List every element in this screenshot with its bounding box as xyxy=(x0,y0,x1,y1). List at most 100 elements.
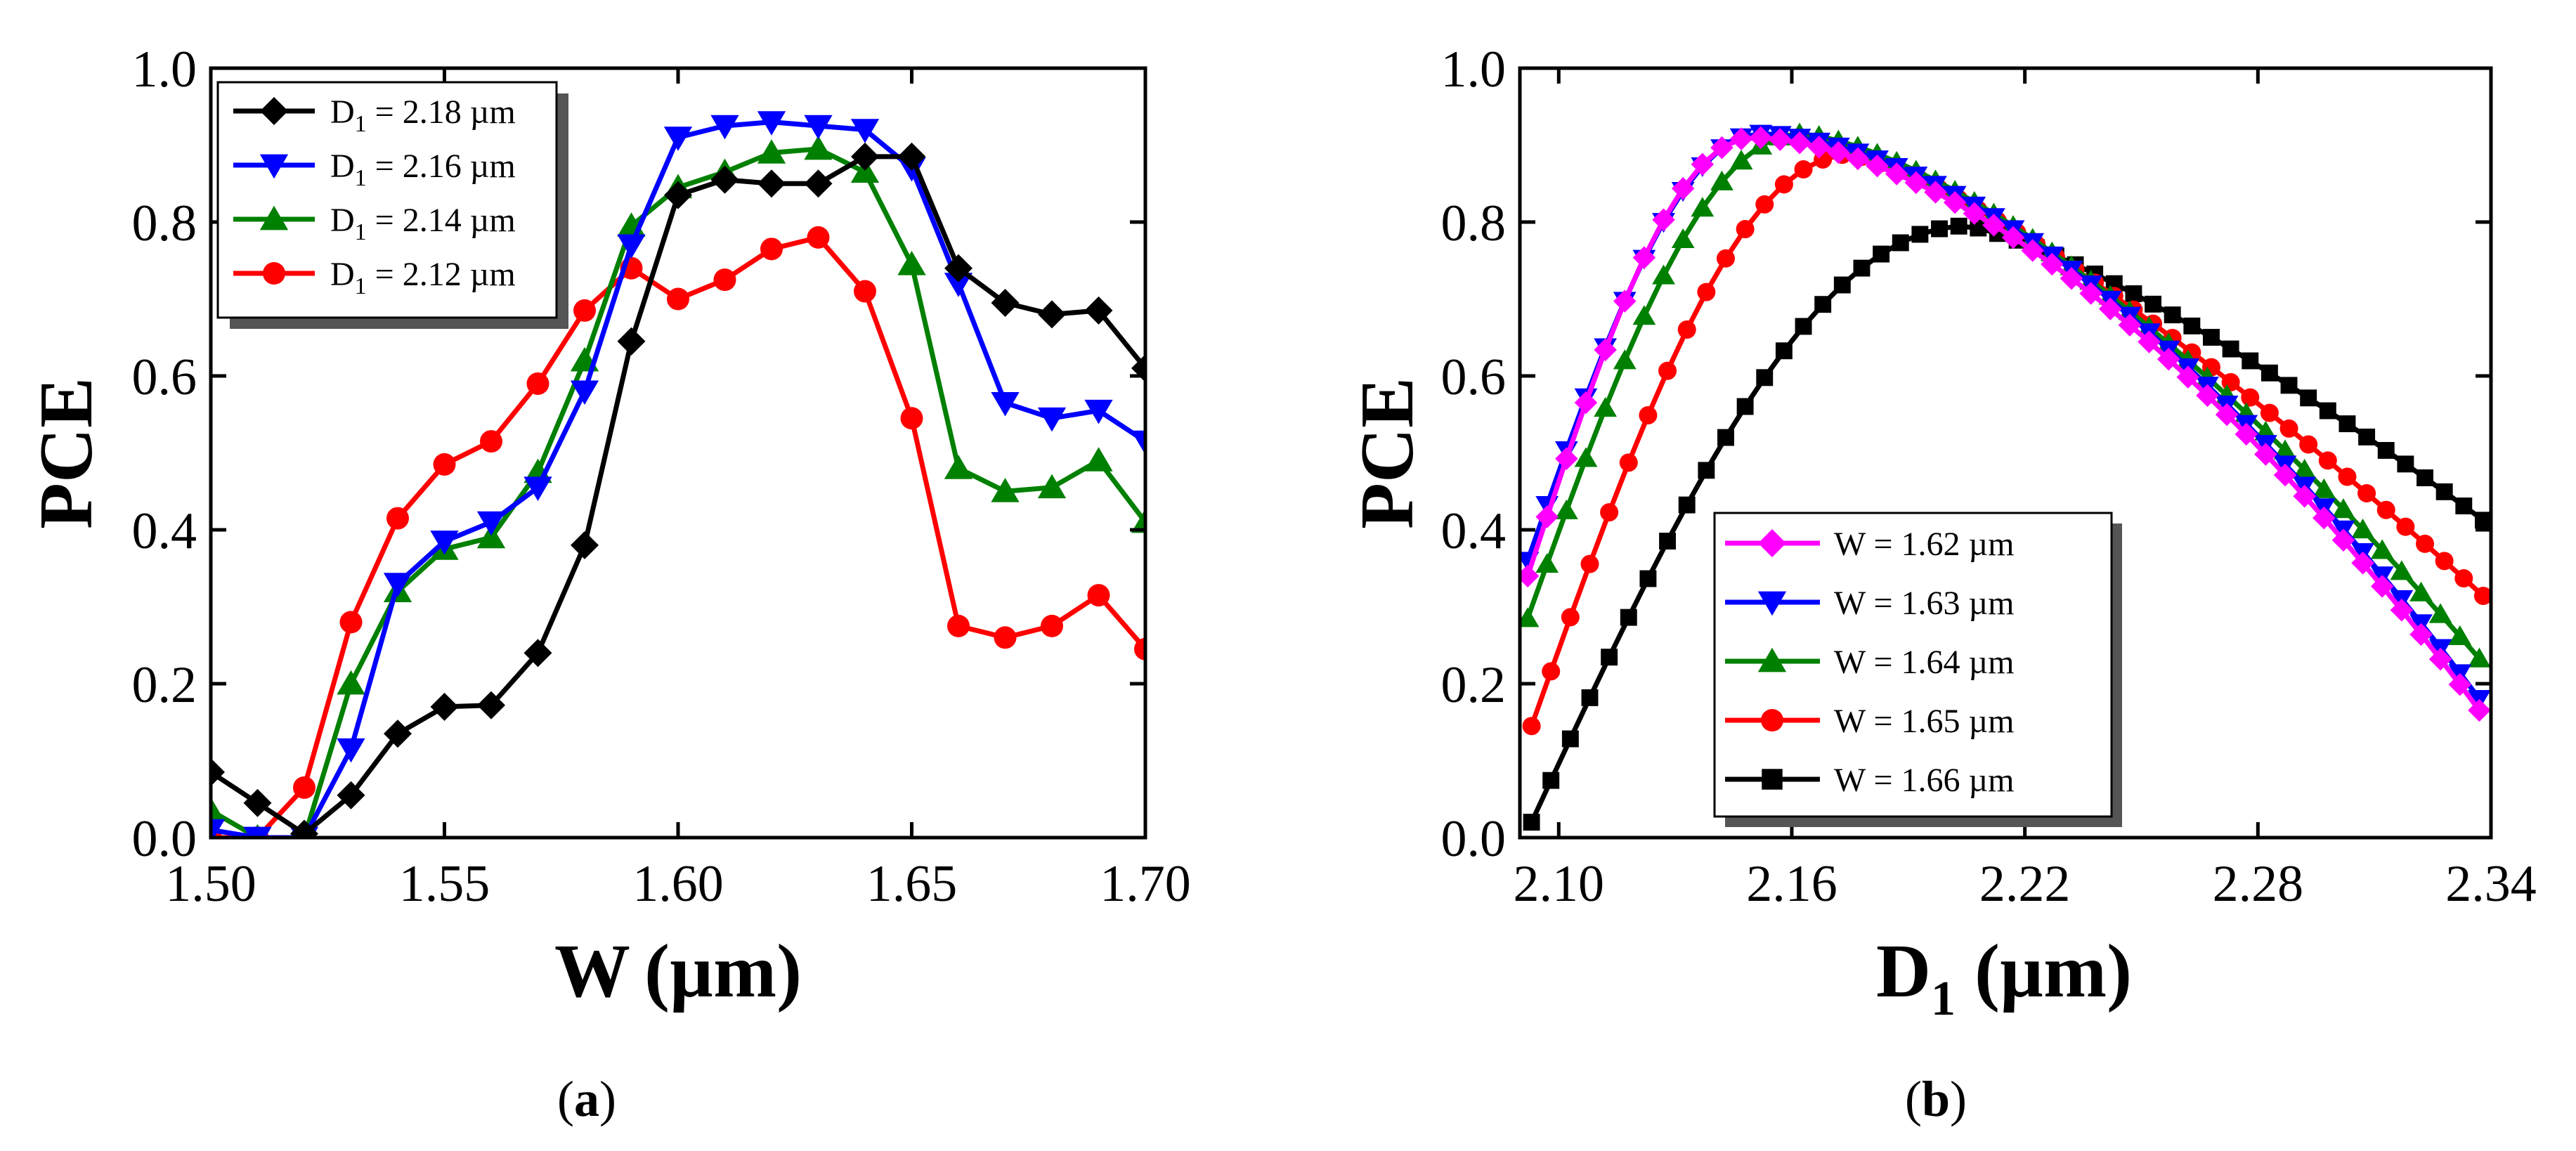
panel-a-data-point xyxy=(477,691,505,720)
panel-a-series-1 xyxy=(211,111,1145,838)
panel-b-data-point xyxy=(1581,689,1599,706)
panel-a-legend-label-rest: = 2.14 µm xyxy=(367,202,516,239)
panel-b-data-point xyxy=(1554,499,1578,519)
panel-b-data-point xyxy=(1911,226,1929,243)
panel-a-data-point xyxy=(757,139,786,164)
panel-b-data-point xyxy=(2242,352,2259,370)
panel-b-data-point xyxy=(2338,415,2356,433)
panel-b-data-point xyxy=(2318,451,2337,470)
panel-b-ylabel: PCE xyxy=(1346,377,1429,529)
panel-a-data-point xyxy=(897,142,926,171)
panel-a-data-point xyxy=(807,226,830,249)
panel-b-series-0 xyxy=(1520,126,2491,722)
panel-b-data-point xyxy=(2118,313,2142,337)
panel-b-xtick-label: 2.22 xyxy=(1979,855,2071,913)
panel-a-data-point xyxy=(944,273,973,297)
panel-b-data-point xyxy=(1866,154,1889,178)
panel-b-data-point xyxy=(1924,181,1947,204)
panel-a-axes: 1.50 1.55 1.60 1.65 1.70 0.0 0.2 0.4 0.6 0.8 1.0 xyxy=(132,41,1191,913)
panel-a-data-point xyxy=(339,611,363,634)
panel-b-data-point xyxy=(1522,717,1541,736)
panel-b-data-point xyxy=(2203,329,2220,346)
panel-a-data-point xyxy=(1084,447,1113,472)
panel-a-data-point xyxy=(1038,300,1066,329)
panel-b-data-point xyxy=(2235,422,2258,446)
panel-a-data-point xyxy=(480,430,502,453)
panel-b-ytick-label: 1.0 xyxy=(1441,41,1507,98)
panel-b-data-point xyxy=(1904,171,1928,195)
panel-b-data-point xyxy=(2435,552,2454,571)
panel-b-data-point xyxy=(2001,226,2025,249)
panel-a-data-point xyxy=(900,407,923,430)
panel-b-data-point xyxy=(1892,234,1909,252)
panel-a-legend-label-main: D xyxy=(330,202,355,239)
panel-b-data-point xyxy=(2280,377,2298,394)
panel-a-data-point xyxy=(430,692,459,721)
panel-b-data-point xyxy=(2376,500,2395,519)
panel-b-data-point xyxy=(2021,239,2044,262)
panel-a-data-point xyxy=(713,268,736,292)
panel-a-xlabel-unit: (µm) xyxy=(644,930,802,1013)
panel-b-data-point xyxy=(2293,458,2317,479)
panel-a-data-point xyxy=(850,119,880,143)
panel-a-legend-label-sub: 1 xyxy=(355,219,367,245)
panel-b-data-point xyxy=(1580,554,1599,573)
panel-b-xtick-label: 2.10 xyxy=(1514,855,1605,913)
panel-b-data-point xyxy=(1613,349,1637,370)
panel-b-data-point xyxy=(1561,730,1579,748)
panel-a-ylabel: PCE xyxy=(25,377,108,529)
panel-b-data-point xyxy=(1561,608,1580,627)
panel-a-ytick-label: 0.8 xyxy=(132,195,197,252)
panel-a-data-point xyxy=(710,115,739,140)
panel-a-data-point xyxy=(617,327,646,356)
panel-a-legend-label: D1 = 2.14 µm xyxy=(330,202,516,245)
panel-b-data-point xyxy=(2351,551,2374,575)
panel-b-data-point xyxy=(1885,162,1908,186)
panel-a-data-point xyxy=(897,251,926,275)
panel-b-data-point xyxy=(1833,276,1851,294)
panel-b-frame xyxy=(1518,66,2493,840)
panel-b-data-point xyxy=(1774,175,1793,194)
panel-b-data-point xyxy=(1632,305,1656,325)
panel-b-data-point xyxy=(2397,455,2414,473)
panel-a-data-point xyxy=(1084,296,1113,325)
panel-b-data-point xyxy=(2390,598,2414,622)
panel-a-data-point xyxy=(851,142,879,171)
panel-b-ytick-label: 0.0 xyxy=(1441,810,1507,868)
panel-a-data-point xyxy=(433,453,456,476)
panel-b-data-point xyxy=(2409,581,2433,601)
panel-b-data-point xyxy=(2474,512,2491,529)
panel-a-legend-label-sub: 1 xyxy=(355,273,367,299)
panel-b-data-point xyxy=(1620,609,1637,626)
panel-b-data-point xyxy=(2164,306,2181,324)
panel-b-data-point xyxy=(1769,128,1792,151)
panel-b-data-point xyxy=(1652,264,1675,285)
panel-a-series-group xyxy=(211,111,1145,838)
panel-a-caption-open: ( xyxy=(557,1071,574,1127)
panel-b-data-point xyxy=(2435,483,2453,500)
panel-a-data-point xyxy=(854,280,876,303)
panel-b-data-point xyxy=(1807,136,1830,159)
panel-b-data-point xyxy=(2196,384,2219,408)
panel-a-ytick-label: 0.0 xyxy=(132,810,197,868)
panel-a-data-point xyxy=(476,524,506,549)
panel-a-legend-label-sub: 1 xyxy=(355,111,367,137)
panel-b-data-point xyxy=(1736,398,1754,415)
panel-a-data-point xyxy=(1131,430,1145,455)
panel-a-data-point xyxy=(383,573,412,597)
panel-b-data-point xyxy=(2241,388,2260,407)
panel-a: 1.50 1.55 1.60 1.65 1.70 0.0 0.2 0.4 0.6 0.8 1.0 D… xyxy=(25,41,1191,1127)
panel-b-legend-label: W = 1.66 µm xyxy=(1834,762,2015,799)
panel-a-data-point xyxy=(804,135,833,160)
panel-b-data-point xyxy=(1520,564,1540,587)
panel-b-data-point xyxy=(1814,296,1832,313)
panel-b-data-point xyxy=(2468,698,2491,722)
panel-b-series-group xyxy=(1520,122,2491,831)
panel-a-data-point xyxy=(1131,508,1145,533)
panel-b-data-point xyxy=(1846,147,1870,171)
panel-a-data-point xyxy=(384,720,412,748)
panel-b-xlabel-unit: (µm) xyxy=(1956,930,2132,1013)
panel-b-ytick-label: 0.4 xyxy=(1441,502,1507,560)
panel-b-data-point xyxy=(1710,136,1733,160)
panel-b-xlabel: D1 (µm) xyxy=(1876,930,2132,1026)
